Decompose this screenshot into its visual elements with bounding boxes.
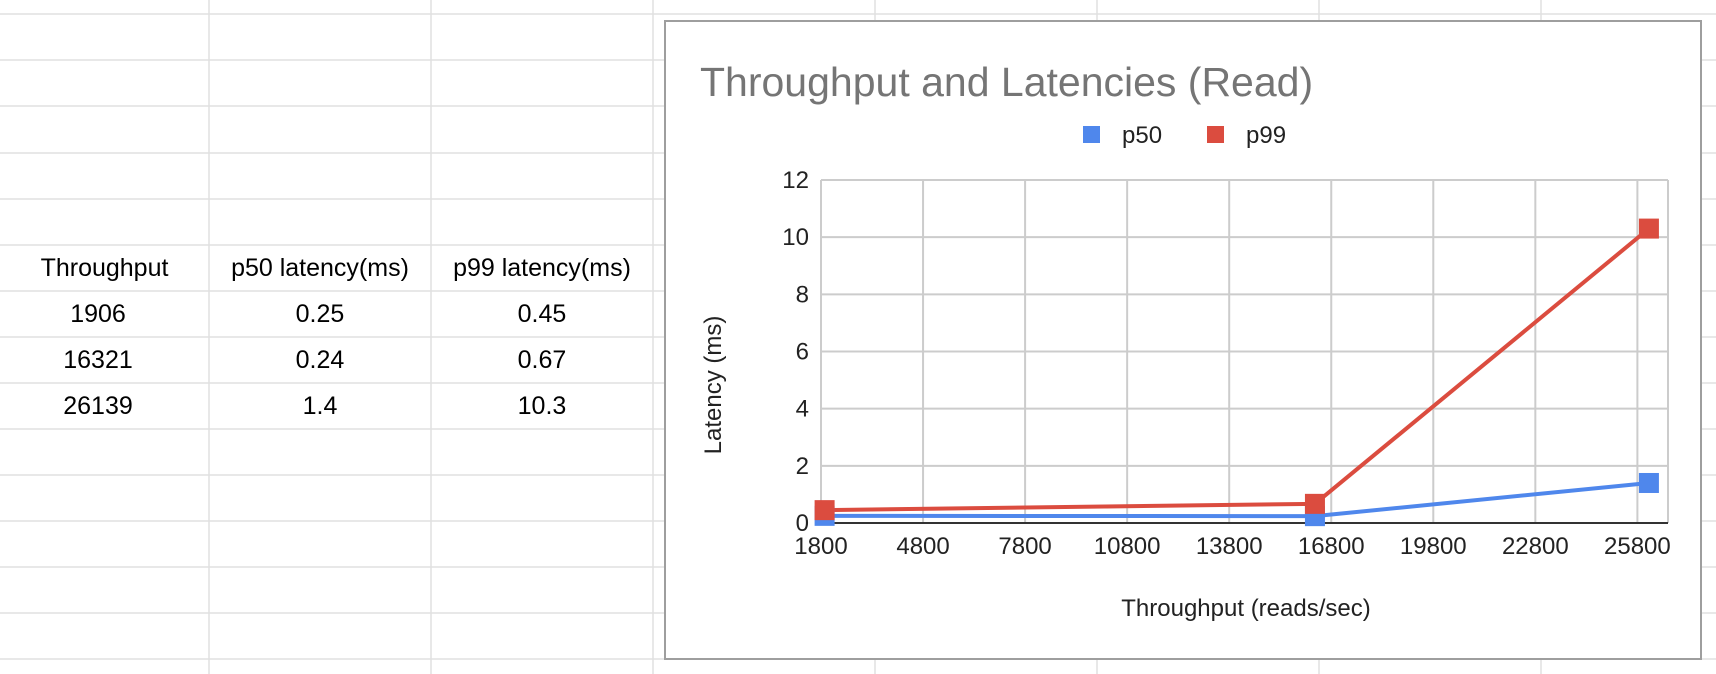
x-tick-label: 25800 [1604,533,1671,560]
chart-title: Throughput and Latencies (Read) [700,59,1313,105]
x-tick-label: 13800 [1196,533,1263,560]
y-tick-label: 2 [796,453,809,480]
y-axis-label: Latency (ms) [700,316,727,455]
y-tick-label: 10 [782,224,809,251]
legend-label-p99: p99 [1246,122,1286,149]
cell-p50[interactable]: 0.25 [295,300,345,328]
chart-card[interactable]: 0 2 4 6 8 10 12 1800 4800 7800 10800 13800 16800 1980… [664,20,1702,660]
x-tick-label: 22800 [1502,533,1569,560]
y-tick-label: 12 [782,167,809,194]
cell-p50[interactable]: 0.24 [295,346,345,374]
cell-p50[interactable]: 1.4 [302,392,338,420]
chart-series [814,218,1659,527]
series-line-p50 [824,480,1650,519]
legend-swatch-p50 [1083,126,1100,143]
cell-p99[interactable]: 0.45 [517,300,567,328]
data-point-p99[interactable] [1638,218,1659,239]
x-axis-label: Throughput (reads/sec) [1121,595,1370,622]
chart-legend[interactable]: p50 p99 [1083,122,1286,149]
header-throughput[interactable]: Throughput [40,254,169,282]
x-tick-label: 19800 [1400,533,1467,560]
header-p50-latency[interactable]: p50 latency(ms) [231,254,409,282]
legend-swatch-p99 [1207,126,1224,143]
y-tick-label: 4 [796,396,809,423]
cell-throughput[interactable]: 26139 [63,392,133,420]
series-line-p99 [824,227,1651,513]
data-point-p99[interactable] [814,500,835,521]
y-tick-label: 8 [796,281,809,308]
x-tick-label: 10800 [1094,533,1161,560]
y-tick-label: 6 [796,339,809,366]
x-tick-label: 16800 [1298,533,1365,560]
legend-label-p50: p50 [1122,122,1162,149]
x-tick-label: 7800 [998,533,1051,560]
cell-p99[interactable]: 0.67 [517,346,567,374]
x-tick-label: 4800 [896,533,949,560]
cell-p99[interactable]: 10.3 [517,392,567,420]
cell-throughput[interactable]: 16321 [63,346,133,374]
chart-ticks: 0 2 4 6 8 10 12 1800 4800 7800 10800 13800 16800 1980… [782,167,1670,560]
data-point-p99[interactable] [1304,493,1325,514]
cell-throughput[interactable]: 1906 [70,300,126,328]
y-tick-label: 0 [796,510,809,537]
data-point-p50[interactable] [1638,472,1659,493]
chart-grid [820,179,1669,524]
x-tick-label: 1800 [794,533,847,560]
header-p99-latency[interactable]: p99 latency(ms) [453,254,631,282]
line-chart: 0 2 4 6 8 10 12 1800 4800 7800 10800 13800 16800 1980… [700,59,1671,622]
